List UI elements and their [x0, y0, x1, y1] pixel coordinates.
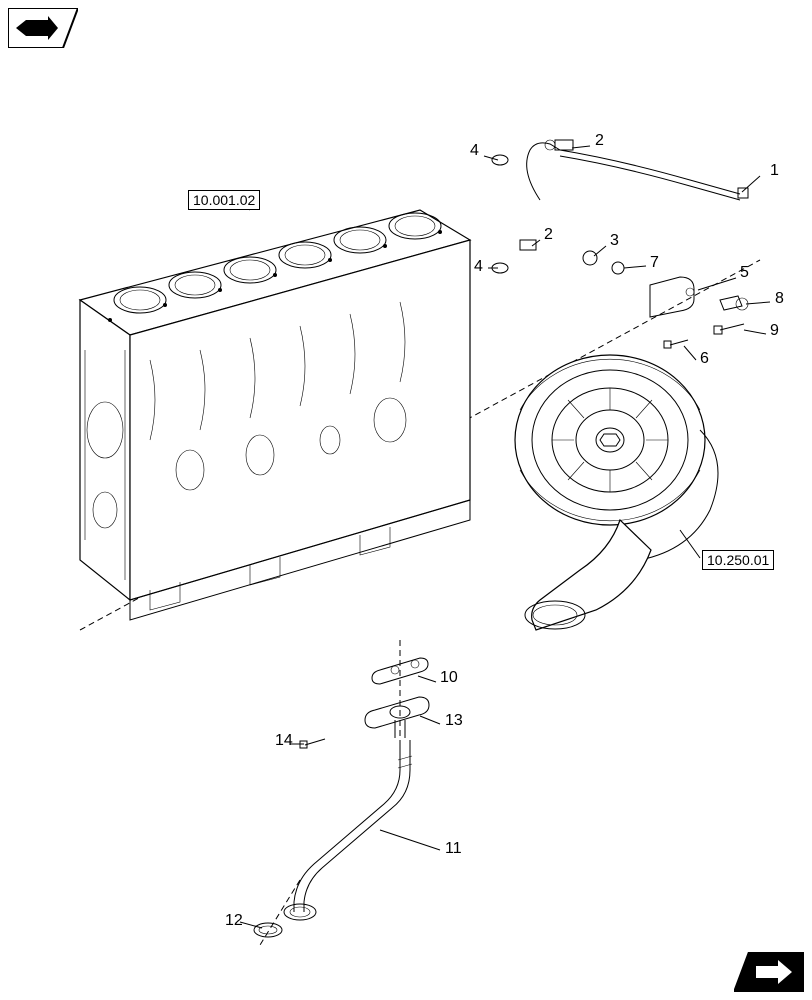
- callout-3: 3: [610, 232, 619, 250]
- callout-10: 10: [440, 669, 458, 687]
- callout-12: 12: [225, 912, 243, 930]
- callout-8: 8: [775, 290, 784, 308]
- oil-drain: [254, 658, 429, 937]
- callout-4b: 4: [474, 258, 483, 276]
- turbocharger: [515, 355, 718, 630]
- callout-2a: 2: [595, 132, 604, 150]
- callout-2b: 2: [544, 226, 553, 244]
- ref-turbocharger: 10.250.01: [702, 550, 774, 570]
- bracket-cluster: [583, 251, 748, 348]
- oil-supply-line: [492, 140, 748, 273]
- callout-13: 13: [445, 712, 463, 730]
- callout-7: 7: [650, 254, 659, 272]
- drawing-canvas: [0, 0, 812, 1000]
- callout-4a: 4: [470, 142, 479, 160]
- callout-1: 1: [770, 162, 779, 180]
- callout-6: 6: [700, 350, 709, 368]
- callout-11: 11: [445, 840, 462, 858]
- engine-block: [80, 210, 470, 620]
- callout-14: 14: [275, 732, 293, 750]
- callout-5: 5: [740, 264, 749, 282]
- ref-engine-block: 10.001.02: [188, 190, 260, 210]
- callout-9: 9: [770, 322, 779, 340]
- diagram-container: 10.001.02 10.250.01 1 2 4 2 3 4 7 5 8 9 …: [0, 0, 812, 1000]
